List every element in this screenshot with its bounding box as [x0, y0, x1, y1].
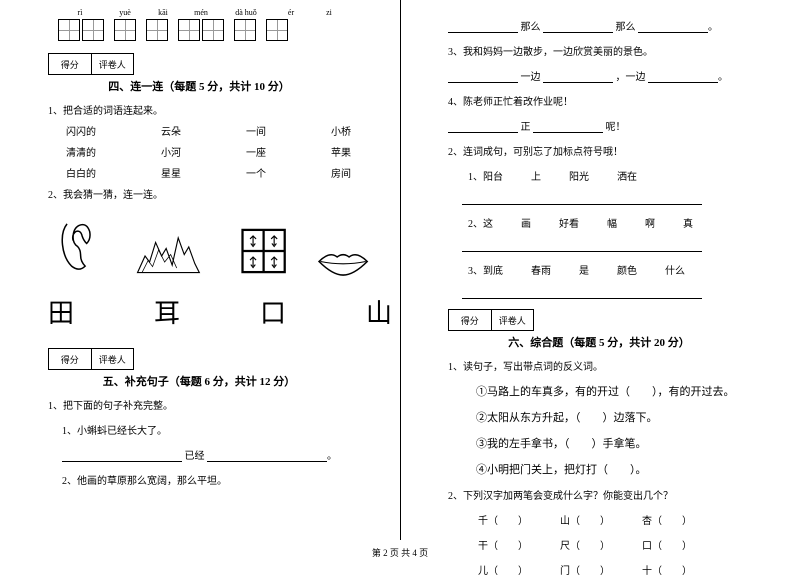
list-item: ①马路上的车真多，有的开过（ ），有的开过去。 — [476, 383, 780, 399]
fill-line: 已经 。 — [62, 447, 380, 462]
char: 田 — [48, 293, 74, 330]
page-footer: 第 2 页 共 4 页 — [0, 546, 800, 559]
section-6-title: 六、综合题（每题 5 分，共计 20 分） — [448, 334, 780, 350]
score-label: 得分 — [49, 54, 92, 74]
blank — [543, 71, 613, 83]
score-box: 得分 评卷人 — [48, 348, 134, 370]
pinyin: rì — [58, 8, 102, 17]
question-text: 1、把合适的词语连起来。 — [48, 102, 380, 117]
answer-blank — [462, 193, 702, 205]
hanzi-row: 千（ ） 山（ ） 杏（ ） — [478, 512, 780, 527]
mountain-icon — [136, 225, 201, 281]
grid-box — [178, 19, 200, 41]
score-label: 得分 — [449, 310, 492, 330]
list-item: ②太阳从东方升起，（ ）边落下。 — [476, 409, 780, 425]
pinyin: mén — [186, 8, 216, 17]
grader-label: 评卷人 — [492, 310, 534, 330]
blank — [448, 21, 518, 33]
hanzi-row: 儿（ ） 门（ ） 十（ ） — [478, 562, 780, 577]
grader-label: 评卷人 — [92, 349, 134, 369]
char: 口 — [260, 293, 286, 330]
char: 耳 — [154, 293, 180, 330]
grid-box — [146, 19, 168, 41]
fill-line: 正 呢！ — [448, 118, 780, 133]
pinyin: yuè — [110, 8, 140, 17]
word-order-row: 3、到底 春雨 是 颜色 什么 — [468, 262, 780, 277]
question-text: 2、我会猜一猜，连一连。 — [48, 186, 380, 201]
matching-row: 白白的 星星 一个 房间 — [66, 165, 380, 180]
fill-line: 那么 那么 。 — [448, 18, 780, 33]
pinyin: ér — [276, 8, 306, 17]
score-box: 得分 评卷人 — [48, 53, 134, 75]
section-5-title: 五、补充句子（每题 6 分，共计 12 分） — [48, 373, 380, 389]
picture-row — [58, 209, 380, 281]
char-row: 田 耳 口 山 — [48, 293, 380, 330]
blank — [62, 450, 182, 462]
blank — [207, 450, 327, 462]
fill-line: 一边 ，一边 。 — [448, 68, 780, 83]
grid-box — [234, 19, 256, 41]
blank — [638, 21, 708, 33]
list-item: ③我的左手拿书，（ ）手拿笔。 — [476, 435, 780, 451]
right-column: 那么 那么 。 3、我和妈妈一边散步，一边欣赏美丽的景色。 一边 ，一边 。 4… — [400, 0, 800, 540]
grid-box — [202, 19, 224, 41]
sentence: 4、陈老师正忙着改作业呢！ — [448, 93, 780, 108]
question-text: 1、读句子，写出带点词的反义词。 — [448, 358, 780, 373]
ear-icon — [58, 209, 96, 281]
blank — [533, 121, 603, 133]
pinyin-row: rì yuè kāi mén dà huǒ ér zi — [58, 8, 380, 17]
grid-box — [114, 19, 136, 41]
question-text: 1、把下面的句子补充完整。 — [48, 397, 380, 412]
blank — [448, 121, 518, 133]
sentence: 2、他画的草原那么宽阔，那么平坦。 — [62, 472, 380, 487]
char: 山 — [366, 293, 392, 330]
score-box: 得分 评卷人 — [448, 309, 534, 331]
sentence: 1、小蝌蚪已经长大了。 — [62, 422, 380, 437]
column-divider — [400, 0, 401, 540]
blank — [448, 71, 518, 83]
grid-box — [266, 19, 288, 41]
grid-box — [58, 19, 80, 41]
list-item: ④小明把门关上，把灯打（ ）。 — [476, 461, 780, 477]
score-label: 得分 — [49, 349, 92, 369]
answer-blank — [462, 287, 702, 299]
pinyin: dà huǒ — [224, 8, 268, 17]
matching-row: 闪闪的 云朵 一间 小桥 — [66, 123, 380, 138]
lips-icon — [316, 245, 370, 281]
handwriting-grid-row — [58, 19, 380, 41]
grid-box — [82, 19, 104, 41]
word-order-row: 2、这 画 好看 幅 啊 真 — [468, 215, 780, 230]
grader-label: 评卷人 — [92, 54, 134, 74]
question-text: 2、连词成句，可别忘了加标点符号哦！ — [448, 143, 780, 158]
question-text: 2、下列汉字加两笔会变成什么字？你能变出几个？ — [448, 487, 780, 502]
blank — [543, 21, 613, 33]
pinyin: zi — [314, 8, 344, 17]
pinyin: kāi — [148, 8, 178, 17]
window-icon — [241, 221, 286, 281]
blank — [648, 71, 718, 83]
sentence: 3、我和妈妈一边散步，一边欣赏美丽的景色。 — [448, 43, 780, 58]
matching-row: 清清的 小河 一座 苹果 — [66, 144, 380, 159]
word-order-row: 1、阳台 上 阳光 洒在 — [468, 168, 780, 183]
left-column: rì yuè kāi mén dà huǒ ér zi 得分 评卷人 — [0, 0, 400, 540]
section-4-title: 四、连一连（每题 5 分，共计 10 分） — [48, 78, 380, 94]
answer-blank — [462, 240, 702, 252]
